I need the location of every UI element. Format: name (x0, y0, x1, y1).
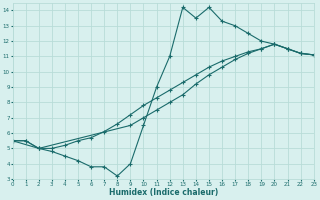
X-axis label: Humidex (Indice chaleur): Humidex (Indice chaleur) (108, 188, 218, 197)
